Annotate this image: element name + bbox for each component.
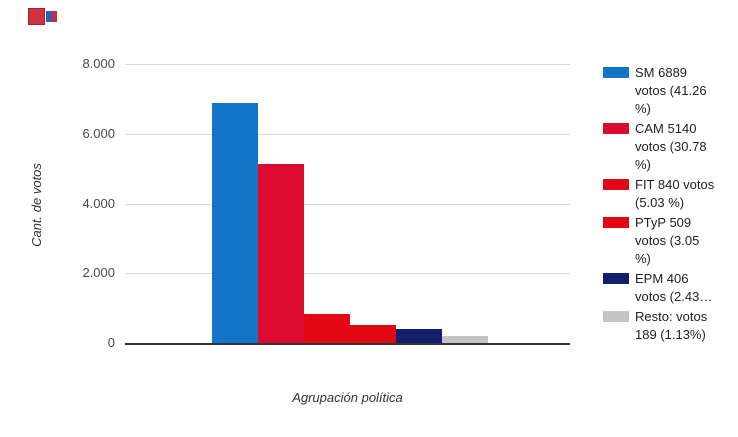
y-tick-label: 4.000 <box>82 195 115 211</box>
legend-item-resto[interactable]: Resto: votos 189 (1.13%) <box>603 308 737 344</box>
y-tick-label: 8.000 <box>82 56 115 71</box>
gridline <box>125 64 570 65</box>
corner-flag-artifact-icon-2 <box>46 11 57 22</box>
bar-cam[interactable] <box>258 163 304 343</box>
y-axis-tick-labels: 0 2.000 4.000 6.000 8.000 <box>0 56 115 350</box>
gridline <box>125 133 570 135</box>
legend-swatch-icon <box>603 67 629 78</box>
bar-epm[interactable] <box>396 328 442 343</box>
legend-label: PTyP 509 votos (3.05%) <box>635 215 700 266</box>
y-tick-label: 0 <box>107 335 115 350</box>
corner-flag-artifact-icon <box>28 8 45 25</box>
legend-swatch-icon <box>603 217 629 228</box>
y-tick-label: 2.000 <box>82 265 115 281</box>
y-tick-label: 6.000 <box>82 125 115 141</box>
legend-label: EPM 406 votos (2.43… <box>635 271 713 304</box>
legend-item-sm[interactable]: SM 6889 votos (41.26%) <box>603 64 737 118</box>
legend-swatch-icon <box>603 123 629 134</box>
legend-label: SM 6889 votos (41.26%) <box>635 65 707 116</box>
bar-fit[interactable] <box>304 313 350 343</box>
legend-item-epm[interactable]: EPM 406 votos (2.43… <box>603 270 737 306</box>
gridline <box>125 203 570 205</box>
legend-swatch-icon <box>603 311 629 322</box>
plot-area <box>125 64 570 345</box>
bar-resto[interactable] <box>442 336 488 343</box>
x-axis-title: Agrupación política <box>292 390 403 405</box>
legend-swatch-icon <box>603 179 629 190</box>
bar-sm[interactable] <box>212 102 258 343</box>
bar-ptyp[interactable] <box>350 325 396 343</box>
legend-swatch-icon <box>603 273 629 284</box>
legend-item-ptyp[interactable]: PTyP 509 votos (3.05%) <box>603 214 737 268</box>
legend-label: Resto: votos 189 (1.13%) <box>635 309 708 342</box>
gridline <box>125 273 570 275</box>
legend-item-cam[interactable]: CAM 5140 votos (30.78%) <box>603 120 737 174</box>
legend-label: CAM 5140 votos (30.78%) <box>635 121 707 172</box>
legend: SM 6889 votos (41.26%) CAM 5140 votos (30.7… <box>603 64 737 344</box>
legend-item-fit[interactable]: FIT 840 votos (5.03 %) <box>603 176 737 212</box>
legend-label: FIT 840 votos (5.03 %) <box>635 177 715 210</box>
